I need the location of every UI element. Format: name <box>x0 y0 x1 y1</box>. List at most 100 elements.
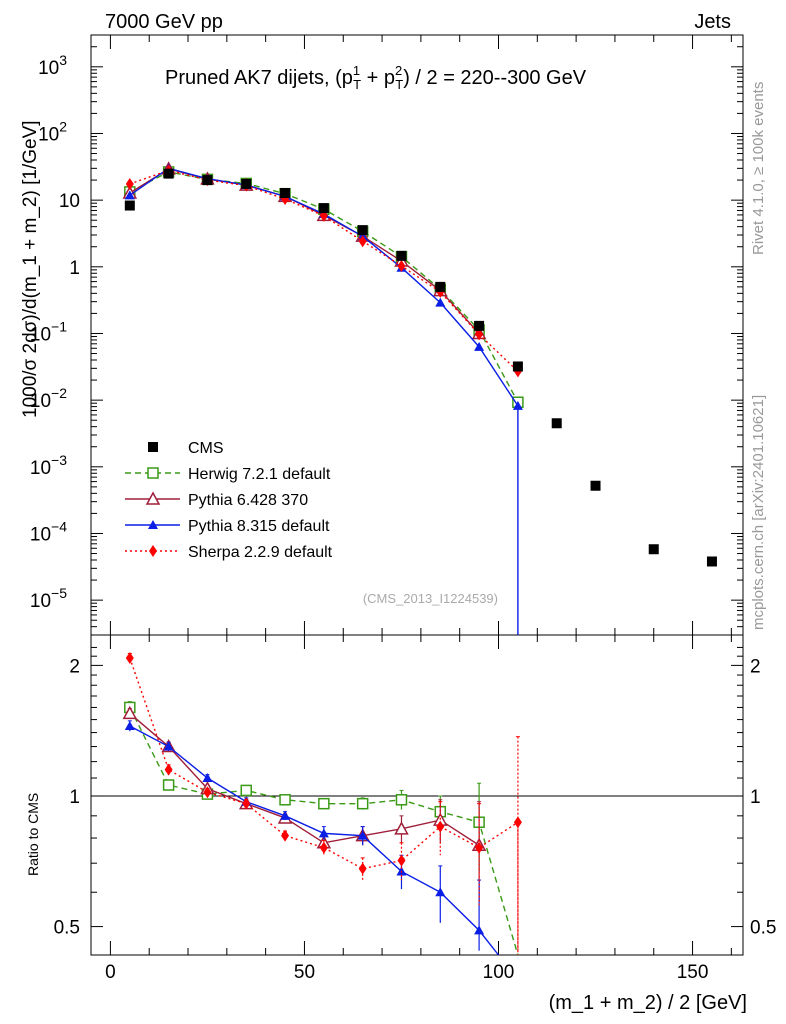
x-tick-label: 150 <box>677 962 709 983</box>
ratio-y-tick-label-right: 2 <box>750 656 761 677</box>
ratio-point-pythia8 <box>202 773 213 783</box>
legend-label-pythia8: Pythia 8.315 default <box>188 518 330 535</box>
legend-marker-cms <box>148 442 158 452</box>
header-right: Jets <box>694 11 731 33</box>
x-tick-label: 100 <box>483 962 515 983</box>
main-point-sherpa <box>125 177 134 190</box>
ratio-point-pythia6 <box>394 821 409 835</box>
ratio-point-sherpa <box>475 841 484 854</box>
y-tick-label: 10−3 <box>30 452 67 479</box>
main-point-sherpa <box>358 235 367 248</box>
ratio-y-label: Ratio to CMS <box>25 793 41 876</box>
main-point-sherpa <box>397 259 406 272</box>
y-tick-label: 103 <box>38 52 67 79</box>
header-left: 7000 GeV pp <box>105 11 223 33</box>
main-point-cms <box>648 544 659 555</box>
analysis-watermark: (CMS_2013_I1224539) <box>363 591 498 606</box>
main-point-cms <box>706 556 717 567</box>
legend-marker-sherpa <box>149 545 157 557</box>
ratio-point-sherpa <box>281 829 290 842</box>
ratio-y-tick-label: 0.5 <box>54 918 80 939</box>
legend: CMS Herwig 7.2.1 default Pythia 6.428 370 P… <box>125 440 333 561</box>
title-sup2: 2 <box>395 63 402 78</box>
ratio-y-tick-label: 1 <box>69 787 80 808</box>
chart-title: Pruned AK7 dijets, (p1 T + p2 T) / 2 = 220… <box>165 63 587 92</box>
ratio-point-pythia8 <box>357 830 368 840</box>
legend-label-sherpa: Sherpa 2.2.9 default <box>188 544 333 561</box>
ratio-point-pythia8 <box>124 720 135 730</box>
ratio-y-tick-label-right: 0.5 <box>750 918 776 939</box>
ratio-point-herwig <box>240 784 252 797</box>
legend-marker-pythia8 <box>148 520 158 529</box>
ratio-point-sherpa <box>203 786 212 799</box>
main-point-sherpa <box>475 328 484 341</box>
ratio-point-sherpa <box>319 841 328 854</box>
main-point-cms <box>590 480 601 491</box>
main-point-cms <box>512 361 523 372</box>
main-line-sherpa <box>129 169 519 372</box>
title-pre: Pruned AK7 dijets, (p <box>165 67 353 89</box>
legend-label-pythia6: Pythia 6.428 370 <box>188 492 308 509</box>
main-line-pythia6 <box>129 168 480 334</box>
main-point-pythia8 <box>512 400 523 410</box>
ratio-point-pythia8 <box>163 741 174 751</box>
y-tick-label: 10−1 <box>30 318 67 345</box>
ratio-point-sherpa <box>242 797 251 810</box>
main-point-cms <box>318 203 329 214</box>
y-tick-label: 102 <box>38 118 67 145</box>
main-y-label: 1000/σ 2dσ)/d(m_1 + m_2) [1/GeV] <box>20 120 41 418</box>
legend-label-cms: CMS <box>188 440 224 457</box>
ratio-point-herwig <box>279 794 291 806</box>
ratio-point-pythia8 <box>474 925 485 935</box>
main-point-cms <box>474 320 485 331</box>
main-point-cms <box>124 200 135 211</box>
legend-marker-herwig <box>147 467 159 479</box>
ratio-point-pythia8 <box>280 810 291 820</box>
ratio-point-herwig <box>318 797 330 810</box>
main-point-pythia8 <box>435 297 446 307</box>
x-tick-label: 50 <box>294 962 315 983</box>
ratio-y-tick-label-right: 1 <box>750 787 761 808</box>
y-tick-label: 1 <box>69 258 80 279</box>
mcplots-label: mcplots.cern.ch [arXiv:2401.10621] <box>750 395 767 630</box>
ratio-point-sherpa <box>397 854 406 867</box>
ratio-panel-frame <box>90 634 744 956</box>
x-axis-label: (m_1 + m_2) / 2 [GeV] <box>549 992 747 1014</box>
ratio-point-pythia8 <box>435 887 446 897</box>
title-sub2: T <box>395 77 403 92</box>
ratio-point-sherpa <box>436 820 445 833</box>
main-point-cms <box>357 225 368 236</box>
y-tick-label: 10−4 <box>30 518 67 545</box>
main-point-cms <box>163 168 174 179</box>
main-point-cms <box>435 281 446 292</box>
main-point-pythia8 <box>124 190 135 200</box>
main-point-cms <box>551 418 562 429</box>
title-mid: + p <box>361 67 395 89</box>
ratio-point-sherpa <box>164 763 173 776</box>
ratio-point-pythia8 <box>318 828 329 838</box>
title-post: ) / 2 = 220--300 GeV <box>403 67 587 89</box>
legend-label-herwig: Herwig 7.2.1 default <box>188 466 331 483</box>
legend-marker-pythia6 <box>145 491 161 505</box>
ratio-point-herwig <box>162 779 175 791</box>
y-tick-label: 10−5 <box>30 585 67 612</box>
ratio-point-pythia6 <box>122 705 138 720</box>
x-tick-label: 0 <box>105 962 116 983</box>
ratio-point-sherpa <box>358 862 367 875</box>
rivet-label: Rivet 4.1.0, ≥ 100k events <box>750 82 767 255</box>
y-tick-label: 10−2 <box>30 385 67 412</box>
main-point-cms <box>396 250 407 261</box>
y-tick-label: 10 <box>59 191 80 212</box>
ratio-y-tick-label: 2 <box>69 656 80 677</box>
ratio-line-pythia8 <box>129 725 500 956</box>
title-sub1: T <box>353 77 361 92</box>
ratio-point-sherpa <box>125 651 134 664</box>
ratio-point-herwig <box>395 794 408 806</box>
ratio-line-pythia6 <box>129 712 480 846</box>
main-point-pythia8 <box>474 341 485 351</box>
main-point-cms <box>280 187 291 198</box>
ratio-point-herwig <box>356 797 369 810</box>
main-point-cms <box>241 178 252 189</box>
title-sup1: 1 <box>353 63 360 78</box>
